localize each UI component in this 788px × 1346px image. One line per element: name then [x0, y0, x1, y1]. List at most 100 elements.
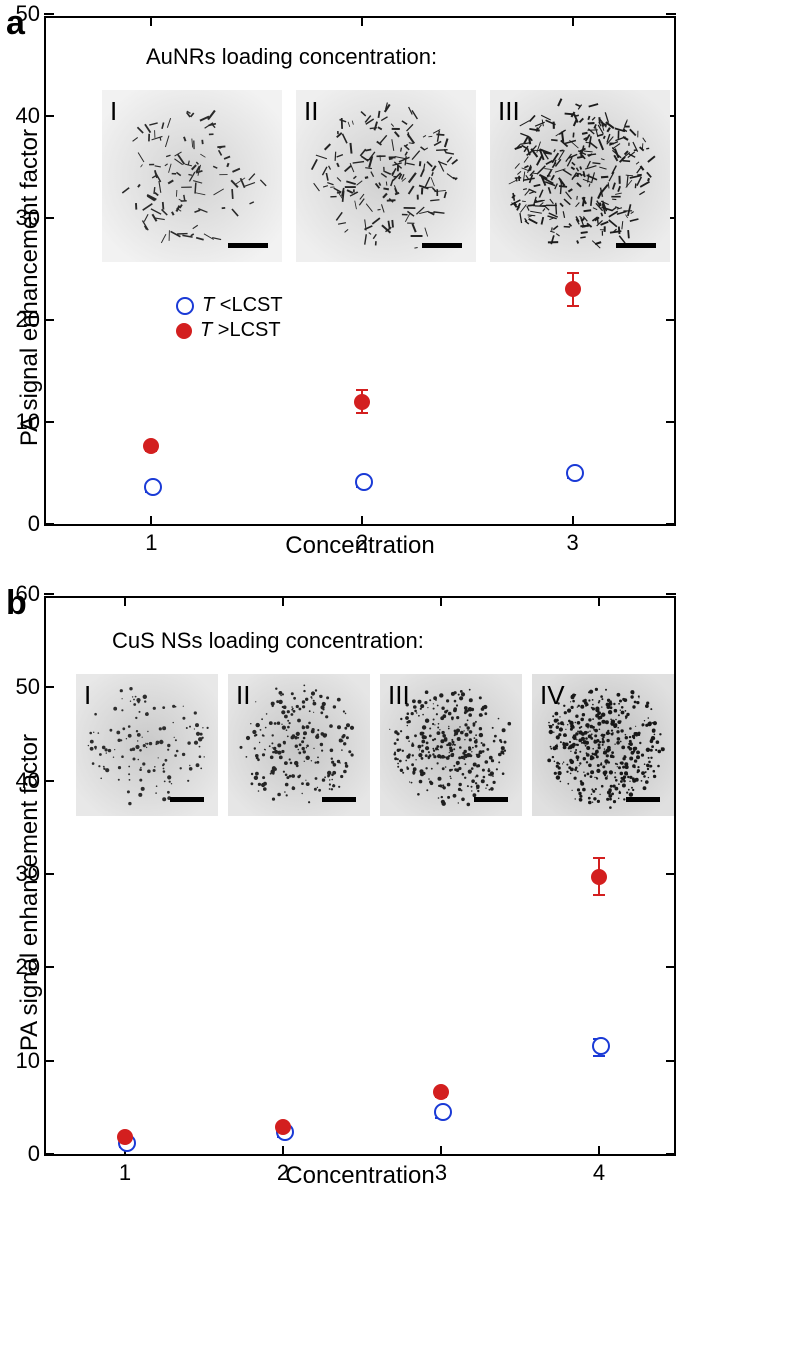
y-tick-mark [44, 13, 54, 15]
inset-roman-label: I [84, 680, 91, 711]
error-cap [567, 305, 579, 307]
y-tick-label: 30 [0, 205, 40, 231]
x-tick-mark [572, 16, 574, 26]
panel-a-legend: T <LCST T >LCST [176, 292, 283, 344]
y-tick-mark [666, 421, 676, 423]
x-tick-mark [150, 16, 152, 26]
marker-open-icon [592, 1037, 610, 1055]
legend-row-above: T >LCST [176, 319, 283, 342]
y-tick-mark [44, 217, 54, 219]
y-tick-mark [666, 593, 676, 595]
legend-label-above: T >LCST [200, 319, 281, 342]
inset-micrograph-icon [296, 90, 476, 262]
y-tick-mark [44, 873, 54, 875]
marker-filled-icon [275, 1119, 291, 1135]
inset-roman-label: II [304, 96, 318, 127]
inset-micrograph: II [296, 90, 476, 262]
y-tick-mark [44, 523, 54, 525]
x-tick-mark [282, 596, 284, 606]
panel-b: b PA signal enhancement factor CuS NSs l… [10, 596, 778, 1190]
panel-b-inset-title: CuS NSs loading concentration: [112, 628, 424, 654]
inset-micrograph: III [490, 90, 670, 262]
y-tick-mark [44, 1153, 54, 1155]
x-tick-mark [440, 1146, 442, 1156]
inset-roman-label: II [236, 680, 250, 711]
error-cap [567, 272, 579, 274]
marker-open-icon [566, 464, 584, 482]
y-tick-mark [666, 13, 676, 15]
y-tick-label: 60 [0, 581, 40, 607]
x-tick-label: 1 [145, 530, 157, 556]
error-cap [593, 894, 605, 896]
x-tick-label: 3 [435, 1160, 447, 1186]
y-tick-mark [666, 1060, 676, 1062]
x-tick-mark [598, 596, 600, 606]
y-tick-mark [44, 115, 54, 117]
figure: a PA signal enhancement factor AuNRs loa… [0, 0, 788, 1236]
x-tick-mark [282, 1146, 284, 1156]
inset-roman-label: III [498, 96, 520, 127]
inset-roman-label: IV [540, 680, 565, 711]
y-tick-label: 40 [0, 103, 40, 129]
y-tick-label: 50 [0, 674, 40, 700]
error-cap [356, 389, 368, 391]
legend-marker-filled-icon [176, 323, 192, 339]
y-tick-label: 10 [0, 409, 40, 435]
inset-micrograph: I [102, 90, 282, 262]
scale-bar-icon [474, 797, 508, 802]
marker-filled-icon [433, 1084, 449, 1100]
panel-a-ylabel: PA signal enhancement factor [10, 129, 44, 446]
y-tick-mark [666, 319, 676, 321]
scale-bar-icon [616, 243, 656, 248]
scale-bar-icon [422, 243, 462, 248]
y-tick-label: 40 [0, 768, 40, 794]
x-tick-mark [598, 1146, 600, 1156]
x-tick-label: 1 [119, 1160, 131, 1186]
inset-micrograph: IV [532, 674, 674, 816]
x-tick-mark [440, 596, 442, 606]
x-tick-label: 2 [356, 530, 368, 556]
inset-roman-label: III [388, 680, 410, 711]
panel-b-plot-area: CuS NSs loading concentration: 010203040… [44, 596, 676, 1156]
legend-marker-open-icon [176, 297, 194, 315]
panel-a-inset-title: AuNRs loading concentration: [146, 44, 437, 70]
marker-open-icon [434, 1103, 452, 1121]
x-tick-mark [572, 516, 574, 526]
scale-bar-icon [322, 797, 356, 802]
inset-micrograph: II [228, 674, 370, 816]
marker-open-icon [144, 478, 162, 496]
x-tick-label: 3 [567, 530, 579, 556]
marker-filled-icon [565, 281, 581, 297]
legend-row-below: T <LCST [176, 294, 283, 317]
x-tick-label: 4 [593, 1160, 605, 1186]
marker-filled-icon [143, 438, 159, 454]
error-cap [593, 1055, 605, 1057]
y-tick-label: 50 [0, 1, 40, 27]
y-tick-mark [666, 1153, 676, 1155]
marker-filled-icon [117, 1129, 133, 1145]
y-tick-mark [44, 686, 54, 688]
panel-a-plot-area: AuNRs loading concentration: T <LCST T >… [44, 16, 676, 526]
inset-micrograph-icon [76, 674, 218, 816]
y-tick-mark [44, 1060, 54, 1062]
y-tick-mark [44, 319, 54, 321]
marker-filled-icon [591, 869, 607, 885]
inset-micrograph: III [380, 674, 522, 816]
y-tick-mark [666, 966, 676, 968]
y-tick-mark [44, 593, 54, 595]
scale-bar-icon [228, 243, 268, 248]
scale-bar-icon [170, 797, 204, 802]
x-tick-mark [361, 516, 363, 526]
y-tick-mark [666, 873, 676, 875]
y-tick-mark [44, 966, 54, 968]
scale-bar-icon [626, 797, 660, 802]
x-tick-mark [361, 16, 363, 26]
y-tick-mark [44, 421, 54, 423]
y-tick-label: 30 [0, 861, 40, 887]
panel-b-plot-wrap: PA signal enhancement factor CuS NSs loa… [10, 596, 778, 1190]
panel-a-plot-wrap: PA signal enhancement factor AuNRs loadi… [10, 16, 778, 560]
y-tick-label: 20 [0, 307, 40, 333]
y-tick-label: 0 [0, 511, 40, 537]
panel-b-plot-column: CuS NSs loading concentration: 010203040… [44, 596, 676, 1190]
panel-a-plot-column: AuNRs loading concentration: T <LCST T >… [44, 16, 676, 560]
